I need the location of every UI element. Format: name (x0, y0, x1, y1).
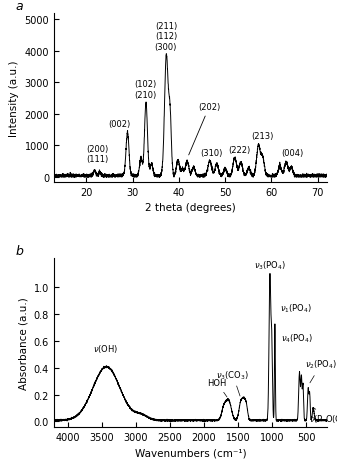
Text: a: a (16, 0, 23, 13)
Text: HOH: HOH (207, 378, 227, 397)
Text: $\nu_4$(PO$_4$): $\nu_4$(PO$_4$) (281, 331, 313, 344)
Text: (002): (002) (109, 120, 131, 129)
Text: (211)
(112)
(300): (211) (112) (300) (155, 22, 177, 51)
Text: (200)
(111): (200) (111) (87, 145, 109, 164)
Text: $\nu$(P-O(C)): $\nu$(P-O(C)) (309, 408, 337, 424)
X-axis label: 2 theta (degrees): 2 theta (degrees) (145, 203, 236, 213)
Text: $\nu$(OH): $\nu$(OH) (93, 342, 119, 355)
Text: $\nu_3$(CO$_3$): $\nu_3$(CO$_3$) (216, 368, 249, 396)
Text: $\nu_1$(PO$_4$): $\nu_1$(PO$_4$) (280, 302, 312, 314)
Text: (310): (310) (200, 149, 222, 157)
Y-axis label: Intensity (a.u.): Intensity (a.u.) (9, 60, 19, 136)
Text: (222): (222) (228, 146, 250, 155)
Text: b: b (16, 245, 24, 258)
X-axis label: Wavenumbers (cm⁻¹): Wavenumbers (cm⁻¹) (134, 447, 246, 457)
Text: (202): (202) (189, 102, 220, 156)
Text: (102)
(210): (102) (210) (134, 80, 157, 100)
Text: $\nu_3$(PO$_4$): $\nu_3$(PO$_4$) (254, 259, 287, 272)
Text: $\nu_2$(PO$_4$): $\nu_2$(PO$_4$) (305, 358, 337, 383)
Text: (004): (004) (281, 149, 303, 158)
Text: (213): (213) (251, 132, 273, 141)
Y-axis label: Absorbance (a.u.): Absorbance (a.u.) (18, 297, 28, 389)
